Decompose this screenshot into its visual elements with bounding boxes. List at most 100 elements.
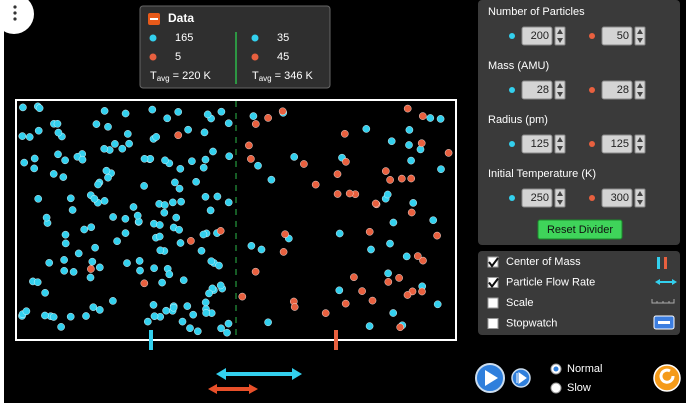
particle <box>405 126 414 134</box>
species-dot <box>589 87 595 93</box>
spinner-arrows[interactable] <box>554 188 566 208</box>
particle <box>436 115 445 123</box>
particle <box>311 180 320 189</box>
particle <box>433 300 442 309</box>
particle <box>397 174 406 183</box>
particle <box>418 112 427 120</box>
particle <box>426 114 435 122</box>
particle <box>202 309 210 317</box>
particle <box>118 144 127 153</box>
checkmark <box>488 257 499 268</box>
particle <box>34 194 43 203</box>
particle <box>96 306 104 314</box>
radio-label: Normal <box>567 363 602 375</box>
particle <box>87 223 95 231</box>
particle <box>224 119 233 127</box>
particle <box>264 114 272 122</box>
control-label: Mass (AMU) <box>488 60 549 72</box>
particle <box>54 128 63 137</box>
particle <box>203 110 212 119</box>
particle <box>417 139 426 147</box>
spinner-arrow-icon <box>557 29 563 43</box>
spinner-arrow-icon <box>637 191 643 205</box>
spinner-field <box>601 134 633 154</box>
particle <box>160 201 169 209</box>
reset-divider-button[interactable] <box>537 219 623 240</box>
particle <box>91 243 99 252</box>
particle <box>418 287 426 296</box>
species-dot <box>509 195 515 201</box>
particle <box>254 161 262 170</box>
minus-icon <box>150 18 158 20</box>
particle <box>41 288 49 297</box>
particle <box>30 164 39 173</box>
species-dot <box>589 195 595 201</box>
particle <box>429 216 438 224</box>
spinner-arrow-icon <box>637 83 643 97</box>
control-panel <box>478 0 680 245</box>
particle <box>186 324 194 333</box>
particle <box>281 230 289 238</box>
species-dot <box>251 34 259 42</box>
spinner-arrow-icon <box>557 83 563 97</box>
particle <box>224 319 233 328</box>
particle <box>68 206 77 214</box>
radio-label: Slow <box>567 382 591 394</box>
species-dot <box>149 34 157 42</box>
spinner-arrows[interactable] <box>634 188 646 208</box>
particle <box>177 197 185 206</box>
particle <box>121 214 130 223</box>
particle <box>395 274 403 282</box>
spinner-field <box>521 134 553 154</box>
particle <box>148 105 157 114</box>
species-dot <box>509 87 515 93</box>
spinner-arrows[interactable] <box>554 26 566 46</box>
reset-all-button[interactable] <box>653 364 681 392</box>
particle <box>94 180 102 189</box>
spinner-value: 200 <box>531 30 549 42</box>
checkbox[interactable] <box>487 318 499 329</box>
particle <box>125 139 133 148</box>
spinner-value: 125 <box>611 138 629 150</box>
species-dot <box>149 53 157 61</box>
spinner-arrows[interactable] <box>634 80 646 100</box>
spinner-arrows[interactable] <box>634 26 646 46</box>
particle <box>333 190 342 198</box>
particle <box>384 269 392 278</box>
radio-dot <box>553 366 559 372</box>
species-dot <box>589 141 595 147</box>
temp-symbol: T <box>150 70 157 82</box>
particle <box>171 178 179 187</box>
com-icon <box>664 257 667 269</box>
spinner-arrows[interactable] <box>554 134 566 154</box>
particle <box>155 221 164 229</box>
checkbox[interactable] <box>487 277 499 288</box>
particle <box>300 160 308 168</box>
center-of-mass-marker <box>334 330 338 350</box>
particle <box>133 211 142 220</box>
spinner-arrows[interactable] <box>554 80 566 100</box>
particle <box>80 225 88 234</box>
particle <box>199 163 208 172</box>
particle <box>290 153 299 161</box>
particle <box>100 107 109 115</box>
flow-arrow <box>208 384 258 394</box>
particle <box>174 131 182 139</box>
particle <box>200 128 209 137</box>
particle <box>30 154 39 163</box>
checkbox[interactable] <box>487 297 499 309</box>
menu-button[interactable] <box>0 0 34 34</box>
particle <box>416 145 425 154</box>
particle <box>152 133 160 141</box>
particle <box>184 125 192 134</box>
spinner-arrows[interactable] <box>634 134 646 154</box>
radio-button[interactable] <box>550 382 562 394</box>
checkbox[interactable] <box>487 256 499 268</box>
count-label: 35 <box>277 32 289 44</box>
particle <box>407 208 416 217</box>
particle <box>74 249 83 258</box>
particle <box>96 263 104 272</box>
spinner-arrow-icon <box>637 29 643 43</box>
particle <box>257 245 266 254</box>
